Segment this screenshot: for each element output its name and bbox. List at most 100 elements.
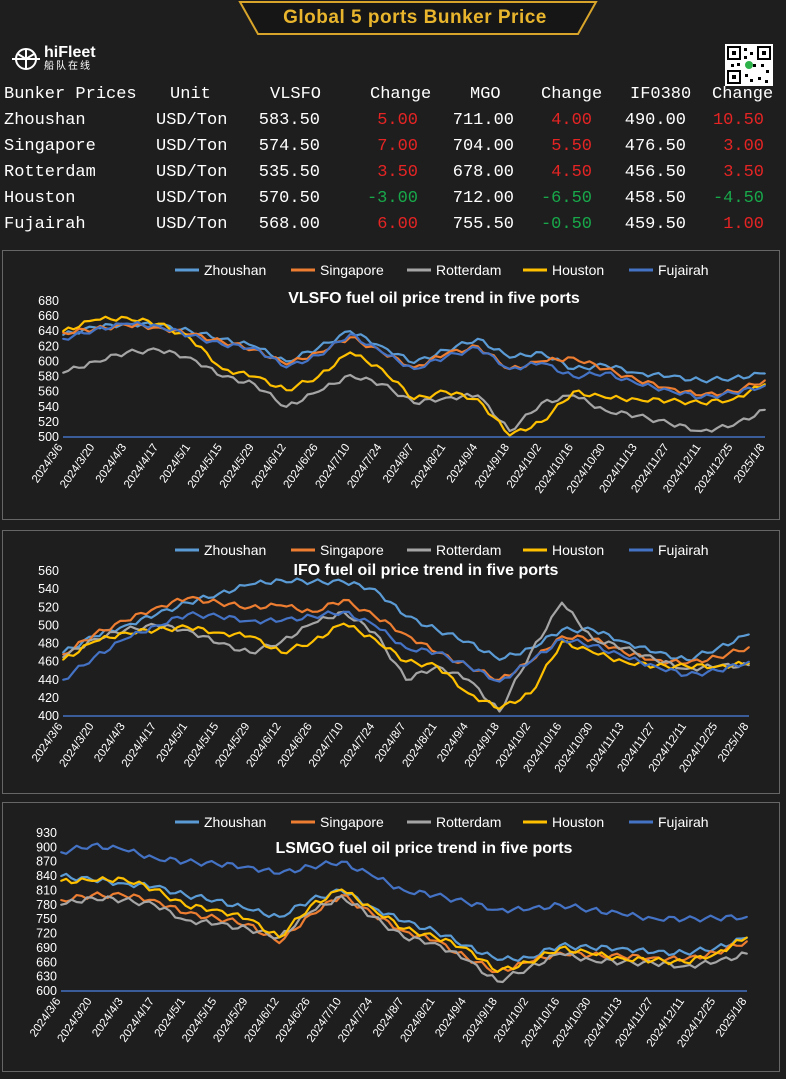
vlsfo-change-cell: 6.00 [377, 215, 418, 234]
data-point [529, 647, 532, 649]
data-point [764, 372, 766, 375]
chart-title: IFO fuel oil price trend in five ports [294, 562, 559, 579]
data-point [508, 430, 511, 432]
data-point [636, 414, 639, 417]
column-header: Bunker Prices [4, 85, 137, 104]
data-point [216, 899, 218, 901]
data-point [340, 860, 343, 863]
series-line-houston [62, 315, 766, 437]
column-header: Change [541, 85, 603, 104]
data-point [561, 635, 563, 638]
x-tick-label: 2025/1/8 [716, 721, 752, 765]
data-point [285, 405, 288, 408]
data-point [436, 629, 439, 631]
data-point [592, 651, 594, 654]
data-point [590, 959, 592, 961]
legend-label: Singapore [320, 814, 384, 830]
title-bar: Global 5 ports Bunker Price [0, 0, 786, 38]
data-point [540, 362, 543, 364]
series-line-singapore [62, 322, 766, 397]
data-point [186, 597, 189, 600]
data-point [746, 940, 748, 943]
data-point [604, 396, 607, 399]
table-header-row: Bunker Prices Unit VLSFO Change MGO Chan… [0, 82, 786, 108]
data-point [436, 665, 439, 668]
data-point [247, 927, 250, 930]
data-point [604, 371, 607, 374]
y-tick-label: 500 [38, 618, 59, 632]
data-point [124, 624, 127, 627]
x-tick-label: 2024/8/7 [381, 442, 417, 486]
data-point [381, 383, 383, 385]
data-point [746, 936, 748, 939]
data-point [700, 402, 703, 404]
legend-label: Fujairah [658, 542, 709, 558]
data-point [654, 658, 657, 661]
legend-label: Rotterdam [436, 814, 501, 830]
legend-label: Fujairah [658, 814, 709, 830]
data-point [623, 656, 626, 658]
data-point [405, 633, 407, 636]
data-point [572, 356, 575, 359]
vlsfo-cell: 583.50 [258, 111, 320, 130]
data-point [403, 889, 405, 892]
data-point [62, 331, 64, 334]
data-point [186, 613, 189, 616]
data-point [91, 894, 94, 897]
data-point [476, 394, 479, 397]
data-point [153, 888, 156, 891]
data-point [746, 915, 748, 918]
data-point [498, 658, 501, 661]
data-point [748, 646, 750, 648]
legend-label: Singapore [320, 542, 384, 558]
data-point [189, 356, 192, 359]
data-point [285, 363, 288, 366]
data-point [280, 651, 283, 654]
data-point [636, 371, 639, 374]
data-point [434, 930, 437, 933]
table-row: Singapore USD/Ton 574.50 7.00 704.00 5.50 476.… [0, 134, 786, 160]
data-point [572, 394, 575, 397]
ifo-change-cell: -4.50 [712, 189, 764, 208]
data-point [559, 944, 561, 947]
y-tick-label: 780 [36, 898, 57, 912]
data-point [540, 421, 543, 423]
data-point [221, 337, 224, 340]
data-point [683, 951, 686, 954]
data-point [186, 629, 189, 631]
y-tick-label: 660 [38, 309, 59, 323]
data-point [278, 915, 281, 918]
data-point [349, 330, 352, 333]
mgo-cell: 711.00 [452, 111, 514, 130]
data-point [371, 915, 374, 918]
data-point [621, 957, 624, 960]
port-name: Houston [4, 189, 76, 208]
logo-name: hiFleet [44, 44, 96, 61]
mgo-change-cell: -0.50 [540, 215, 592, 234]
data-point [403, 930, 405, 933]
data-point [592, 638, 594, 640]
data-point [654, 665, 657, 668]
data-point [62, 656, 64, 658]
data-point [467, 640, 470, 643]
data-point [685, 668, 688, 670]
data-point [189, 330, 192, 333]
data-point [153, 885, 156, 888]
data-point [683, 961, 686, 964]
data-point [371, 907, 374, 910]
data-point [189, 337, 192, 340]
data-point [413, 402, 415, 404]
data-point [652, 956, 655, 959]
data-point [253, 346, 256, 349]
data-point [311, 640, 314, 643]
vlsfo-change-cell: 3.50 [377, 163, 418, 182]
vlsfo-cell: 574.50 [258, 137, 320, 156]
ifo-change-cell: 3.50 [723, 163, 764, 182]
data-point [317, 346, 320, 349]
data-point [623, 640, 626, 643]
data-point [668, 422, 671, 425]
data-point [62, 658, 64, 661]
qr-code-icon [727, 46, 771, 84]
legend-label: Houston [552, 542, 604, 558]
data-point [285, 360, 288, 363]
